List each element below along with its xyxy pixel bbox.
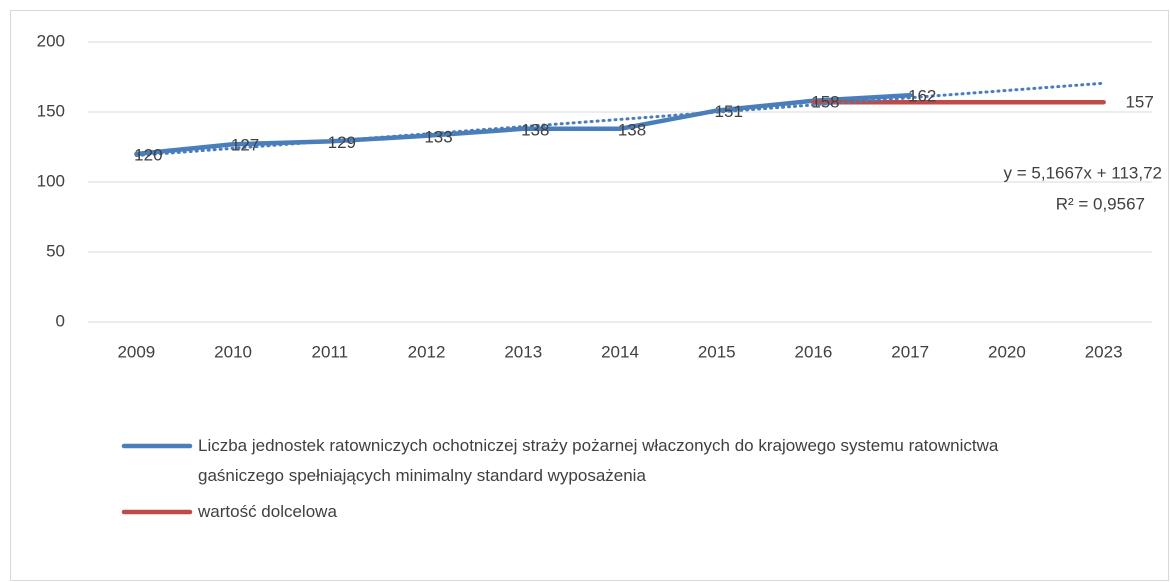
x-tick-label: 2017	[891, 342, 929, 361]
x-tick-label: 2015	[698, 342, 736, 361]
trendline-equation: y = 5,1667x + 113,72	[1004, 163, 1162, 182]
x-tick-label: 2023	[1085, 342, 1123, 361]
data-label: 129	[328, 133, 356, 152]
data-label: 127	[231, 136, 259, 155]
x-tick-label: 2009	[117, 342, 155, 361]
data-label: 120	[134, 145, 162, 164]
legend-label: Liczba jednostek ratowniczych ochotnicze…	[198, 436, 999, 485]
data-label: 138	[521, 120, 549, 139]
data-label: 162	[908, 87, 936, 106]
x-tick-label: 2010	[214, 342, 252, 361]
chart-border	[10, 10, 1169, 581]
x-tick-label: 2011	[312, 342, 349, 361]
y-tick-label: 0	[56, 311, 65, 330]
x-tick-label: 2012	[408, 342, 446, 361]
x-tick-label: 2013	[504, 342, 542, 361]
data-label: 133	[424, 127, 452, 146]
data-label: 138	[618, 120, 646, 139]
y-tick-label: 150	[37, 101, 65, 120]
x-tick-label: 2014	[601, 342, 639, 361]
y-tick-label: 200	[37, 31, 65, 50]
y-tick-label: 100	[37, 171, 65, 190]
x-tick-label: 2020	[988, 342, 1026, 361]
data-label: 151	[715, 102, 743, 121]
data-label: 157	[1125, 93, 1153, 112]
trendline	[134, 81, 1106, 158]
series-line	[134, 92, 913, 157]
trendline-r2: R² = 0,9567	[1056, 194, 1145, 213]
legend-label: wartość dolcelowa	[198, 502, 337, 521]
y-tick-label: 50	[46, 241, 65, 260]
x-tick-label: 2016	[795, 342, 833, 361]
data-label: 158	[811, 92, 839, 111]
